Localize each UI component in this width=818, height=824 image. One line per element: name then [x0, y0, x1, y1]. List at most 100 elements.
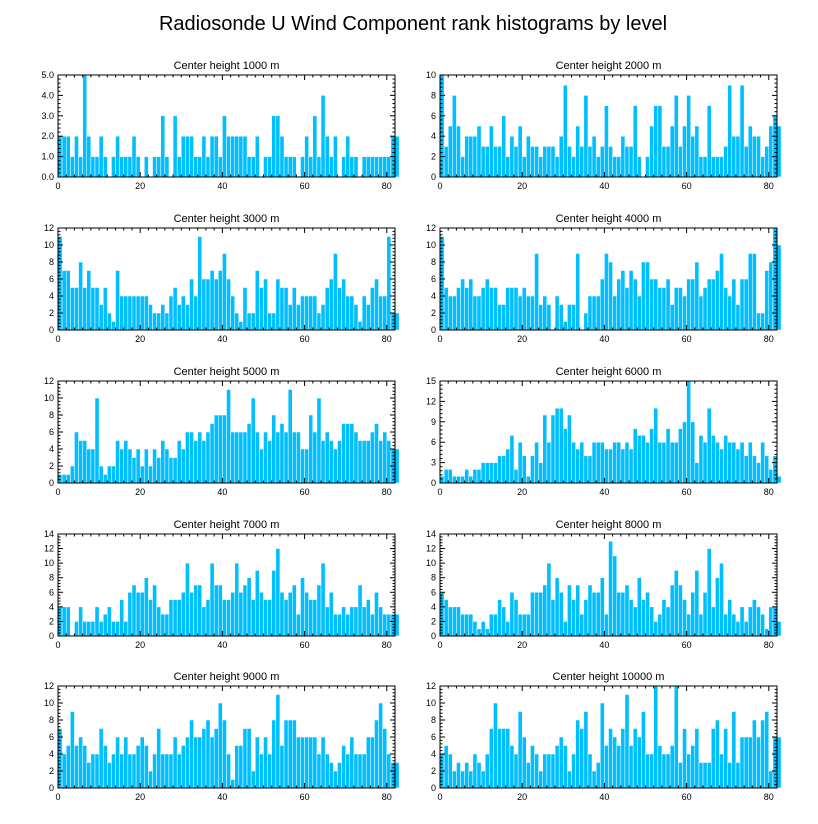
bar [201, 135, 207, 178]
bar [727, 441, 733, 484]
bar [394, 762, 400, 789]
bar [255, 736, 260, 789]
bar [90, 156, 96, 178]
bar [156, 312, 161, 331]
bar [259, 448, 264, 484]
bar [476, 469, 482, 484]
bar [263, 156, 268, 178]
bar [386, 440, 392, 484]
x-tick-label: 0 [437, 334, 442, 344]
bar [489, 287, 494, 331]
bar [74, 621, 79, 637]
bar [86, 621, 92, 637]
y-tick-label: 0.0 [41, 172, 54, 182]
y-tick-label: 12 [426, 223, 436, 233]
bar [710, 728, 716, 789]
bar [579, 728, 585, 789]
x-tick-label: 40 [599, 487, 609, 497]
bar [747, 736, 753, 789]
bar [357, 440, 363, 484]
bar [271, 115, 277, 178]
bar [250, 599, 256, 637]
panel-title: Center height 7000 m [174, 519, 280, 531]
bar [283, 287, 289, 331]
bar [246, 423, 252, 484]
bar [226, 753, 231, 789]
bar [653, 685, 659, 789]
bar [604, 253, 609, 331]
bar [624, 584, 630, 637]
bar [637, 736, 642, 789]
bar [267, 312, 272, 331]
bar [123, 621, 129, 637]
x-tick-label: 40 [217, 334, 227, 344]
bar [131, 457, 137, 484]
x-tick-label: 20 [517, 334, 527, 344]
bar [115, 270, 120, 331]
bar [267, 156, 272, 178]
panel-0: Center height 1000 m 0 20 40 60 80 0.0 1.0 2.0 3.… [41, 60, 400, 191]
bar [550, 146, 556, 178]
bar [460, 156, 465, 178]
bar [324, 287, 330, 331]
bar [678, 146, 683, 178]
y-tick-label: 8 [49, 410, 54, 420]
bar [246, 156, 252, 178]
y-tick-label: 6 [431, 111, 436, 121]
bar [139, 736, 145, 789]
x-tick-label: 80 [764, 181, 774, 191]
bar [283, 156, 289, 178]
bar [678, 287, 683, 331]
bar [115, 621, 120, 637]
bar [98, 621, 104, 637]
y-tick-label: 2 [49, 461, 54, 471]
bar [612, 736, 617, 789]
bar [530, 592, 535, 637]
x-tick-label: 0 [55, 181, 60, 191]
bar [361, 606, 367, 637]
bar [181, 745, 186, 789]
bar [94, 156, 100, 178]
bar [628, 146, 634, 178]
bar [452, 295, 457, 331]
bar [674, 95, 679, 178]
bar [563, 321, 568, 331]
bar [637, 295, 642, 331]
bar [292, 584, 297, 637]
bar [669, 304, 675, 331]
bar [456, 762, 461, 789]
bar [591, 770, 597, 789]
y-tick-label: 8 [431, 257, 436, 267]
bar [337, 287, 342, 331]
bar [168, 457, 174, 484]
bar [517, 711, 523, 789]
bar [287, 304, 293, 331]
bar [152, 312, 157, 331]
bar [509, 435, 515, 484]
bar [542, 414, 548, 484]
bar [468, 135, 474, 178]
bar [78, 156, 83, 178]
bar [205, 431, 211, 484]
bar [267, 599, 272, 637]
y-tick-label: 3.0 [41, 111, 54, 121]
bar [583, 455, 589, 484]
bar [394, 135, 400, 178]
y-tick-label: 10 [426, 558, 436, 568]
bar [505, 621, 511, 637]
bar [567, 304, 572, 331]
bar [534, 592, 539, 637]
bar [604, 613, 609, 637]
y-tick-label: 2 [431, 308, 436, 318]
bar [279, 423, 285, 484]
bar [86, 448, 92, 484]
bar [156, 728, 161, 789]
bar [480, 146, 486, 178]
bar [374, 423, 379, 484]
bar [628, 448, 634, 484]
bar [571, 441, 576, 484]
panel-3: Center height 4000 m 0 20 40 60 80 0 2 4 6 8 10 12 [426, 213, 782, 344]
bar [144, 448, 149, 484]
bar [267, 440, 272, 484]
bar [484, 628, 490, 637]
